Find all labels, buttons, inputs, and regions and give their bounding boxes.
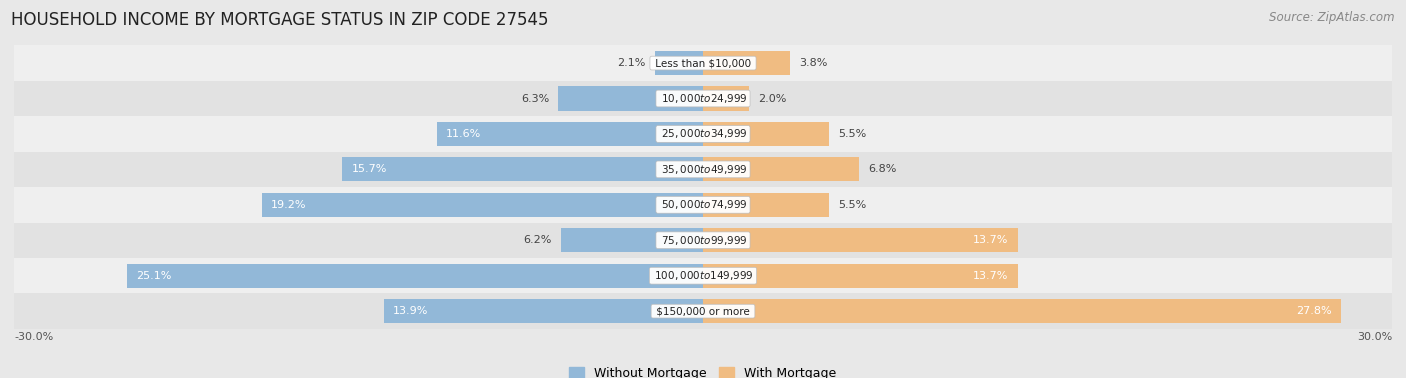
Bar xyxy=(703,157,859,181)
Bar xyxy=(561,228,703,253)
Text: $75,000 to $99,999: $75,000 to $99,999 xyxy=(658,234,748,247)
Text: $150,000 or more: $150,000 or more xyxy=(652,306,754,316)
Text: 15.7%: 15.7% xyxy=(352,164,387,174)
Bar xyxy=(384,299,703,323)
Text: 5.5%: 5.5% xyxy=(838,129,866,139)
Text: 13.7%: 13.7% xyxy=(973,235,1008,245)
Text: 11.6%: 11.6% xyxy=(446,129,481,139)
Bar xyxy=(655,51,703,75)
Text: 27.8%: 27.8% xyxy=(1296,306,1333,316)
Bar xyxy=(14,45,1392,81)
Text: HOUSEHOLD INCOME BY MORTGAGE STATUS IN ZIP CODE 27545: HOUSEHOLD INCOME BY MORTGAGE STATUS IN Z… xyxy=(11,11,548,29)
Text: 25.1%: 25.1% xyxy=(136,271,172,281)
Bar xyxy=(703,299,1341,323)
Text: 13.9%: 13.9% xyxy=(392,306,429,316)
Bar xyxy=(703,122,830,146)
Text: $35,000 to $49,999: $35,000 to $49,999 xyxy=(658,163,748,176)
Bar xyxy=(14,258,1392,293)
Bar xyxy=(703,193,830,217)
Text: Source: ZipAtlas.com: Source: ZipAtlas.com xyxy=(1270,11,1395,24)
Bar xyxy=(437,122,703,146)
Bar xyxy=(703,87,749,111)
Text: 3.8%: 3.8% xyxy=(800,58,828,68)
Text: $25,000 to $34,999: $25,000 to $34,999 xyxy=(658,127,748,141)
Legend: Without Mortgage, With Mortgage: Without Mortgage, With Mortgage xyxy=(564,362,842,378)
Text: Less than $10,000: Less than $10,000 xyxy=(652,58,754,68)
Text: 19.2%: 19.2% xyxy=(271,200,307,210)
Bar xyxy=(343,157,703,181)
Text: 5.5%: 5.5% xyxy=(838,200,866,210)
Bar xyxy=(703,264,1018,288)
Bar xyxy=(14,187,1392,223)
Text: -30.0%: -30.0% xyxy=(14,332,53,342)
Text: $50,000 to $74,999: $50,000 to $74,999 xyxy=(658,198,748,211)
Text: 6.3%: 6.3% xyxy=(520,93,550,104)
Bar xyxy=(262,193,703,217)
Text: 6.8%: 6.8% xyxy=(869,164,897,174)
Text: 13.7%: 13.7% xyxy=(973,271,1008,281)
Bar xyxy=(558,87,703,111)
Bar xyxy=(127,264,703,288)
Bar xyxy=(703,51,790,75)
Bar xyxy=(14,293,1392,329)
Bar xyxy=(14,223,1392,258)
Bar xyxy=(14,116,1392,152)
Text: $10,000 to $24,999: $10,000 to $24,999 xyxy=(658,92,748,105)
Text: $100,000 to $149,999: $100,000 to $149,999 xyxy=(651,269,755,282)
Text: 6.2%: 6.2% xyxy=(523,235,551,245)
Text: 30.0%: 30.0% xyxy=(1357,332,1392,342)
Text: 2.0%: 2.0% xyxy=(758,93,786,104)
Bar xyxy=(703,228,1018,253)
Bar xyxy=(14,81,1392,116)
Text: 2.1%: 2.1% xyxy=(617,58,645,68)
Bar xyxy=(14,152,1392,187)
